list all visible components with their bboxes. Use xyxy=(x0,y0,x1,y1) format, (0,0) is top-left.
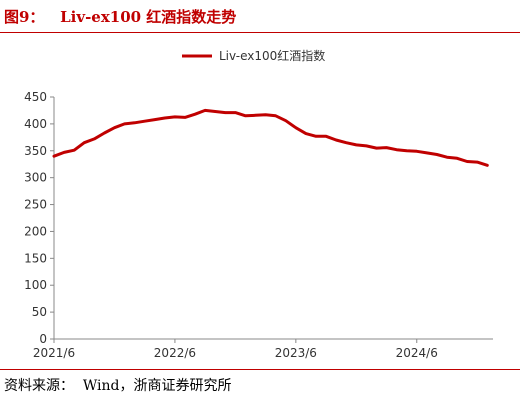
y-tick-label: 0 xyxy=(39,332,47,346)
x-tick-label: 2023/6 xyxy=(275,346,317,360)
y-tick-label: 150 xyxy=(24,251,47,265)
y-tick-label: 450 xyxy=(24,90,47,104)
source-note: 资料来源： Wind，浙商证券研究所 xyxy=(4,378,232,394)
y-tick-label: 50 xyxy=(32,305,47,319)
legend-label: Liv-ex100红酒指数 xyxy=(219,48,325,63)
title-divider xyxy=(0,32,520,33)
y-tick-label: 400 xyxy=(24,117,47,131)
figure-title: 图9： Liv-ex100 红酒指数走势 xyxy=(4,8,237,26)
figure-header: 图9： Liv-ex100 红酒指数走势 xyxy=(0,0,520,33)
x-tick-label: 2024/6 xyxy=(396,346,438,360)
line-chart: 0 50 100 150 200 250 300 350 400 450 2021/6 2022/6 2… xyxy=(24,48,493,360)
source-divider xyxy=(0,369,520,370)
y-tick-label: 250 xyxy=(24,198,47,212)
series-line xyxy=(52,108,489,167)
y-tick-label: 300 xyxy=(24,171,47,185)
x-tick-label: 2022/6 xyxy=(154,346,196,360)
x-tick-label: 2021/6 xyxy=(33,346,75,360)
y-tick-label: 100 xyxy=(24,278,47,292)
y-tick-label: 350 xyxy=(24,144,47,158)
y-tick-label: 200 xyxy=(24,224,47,238)
